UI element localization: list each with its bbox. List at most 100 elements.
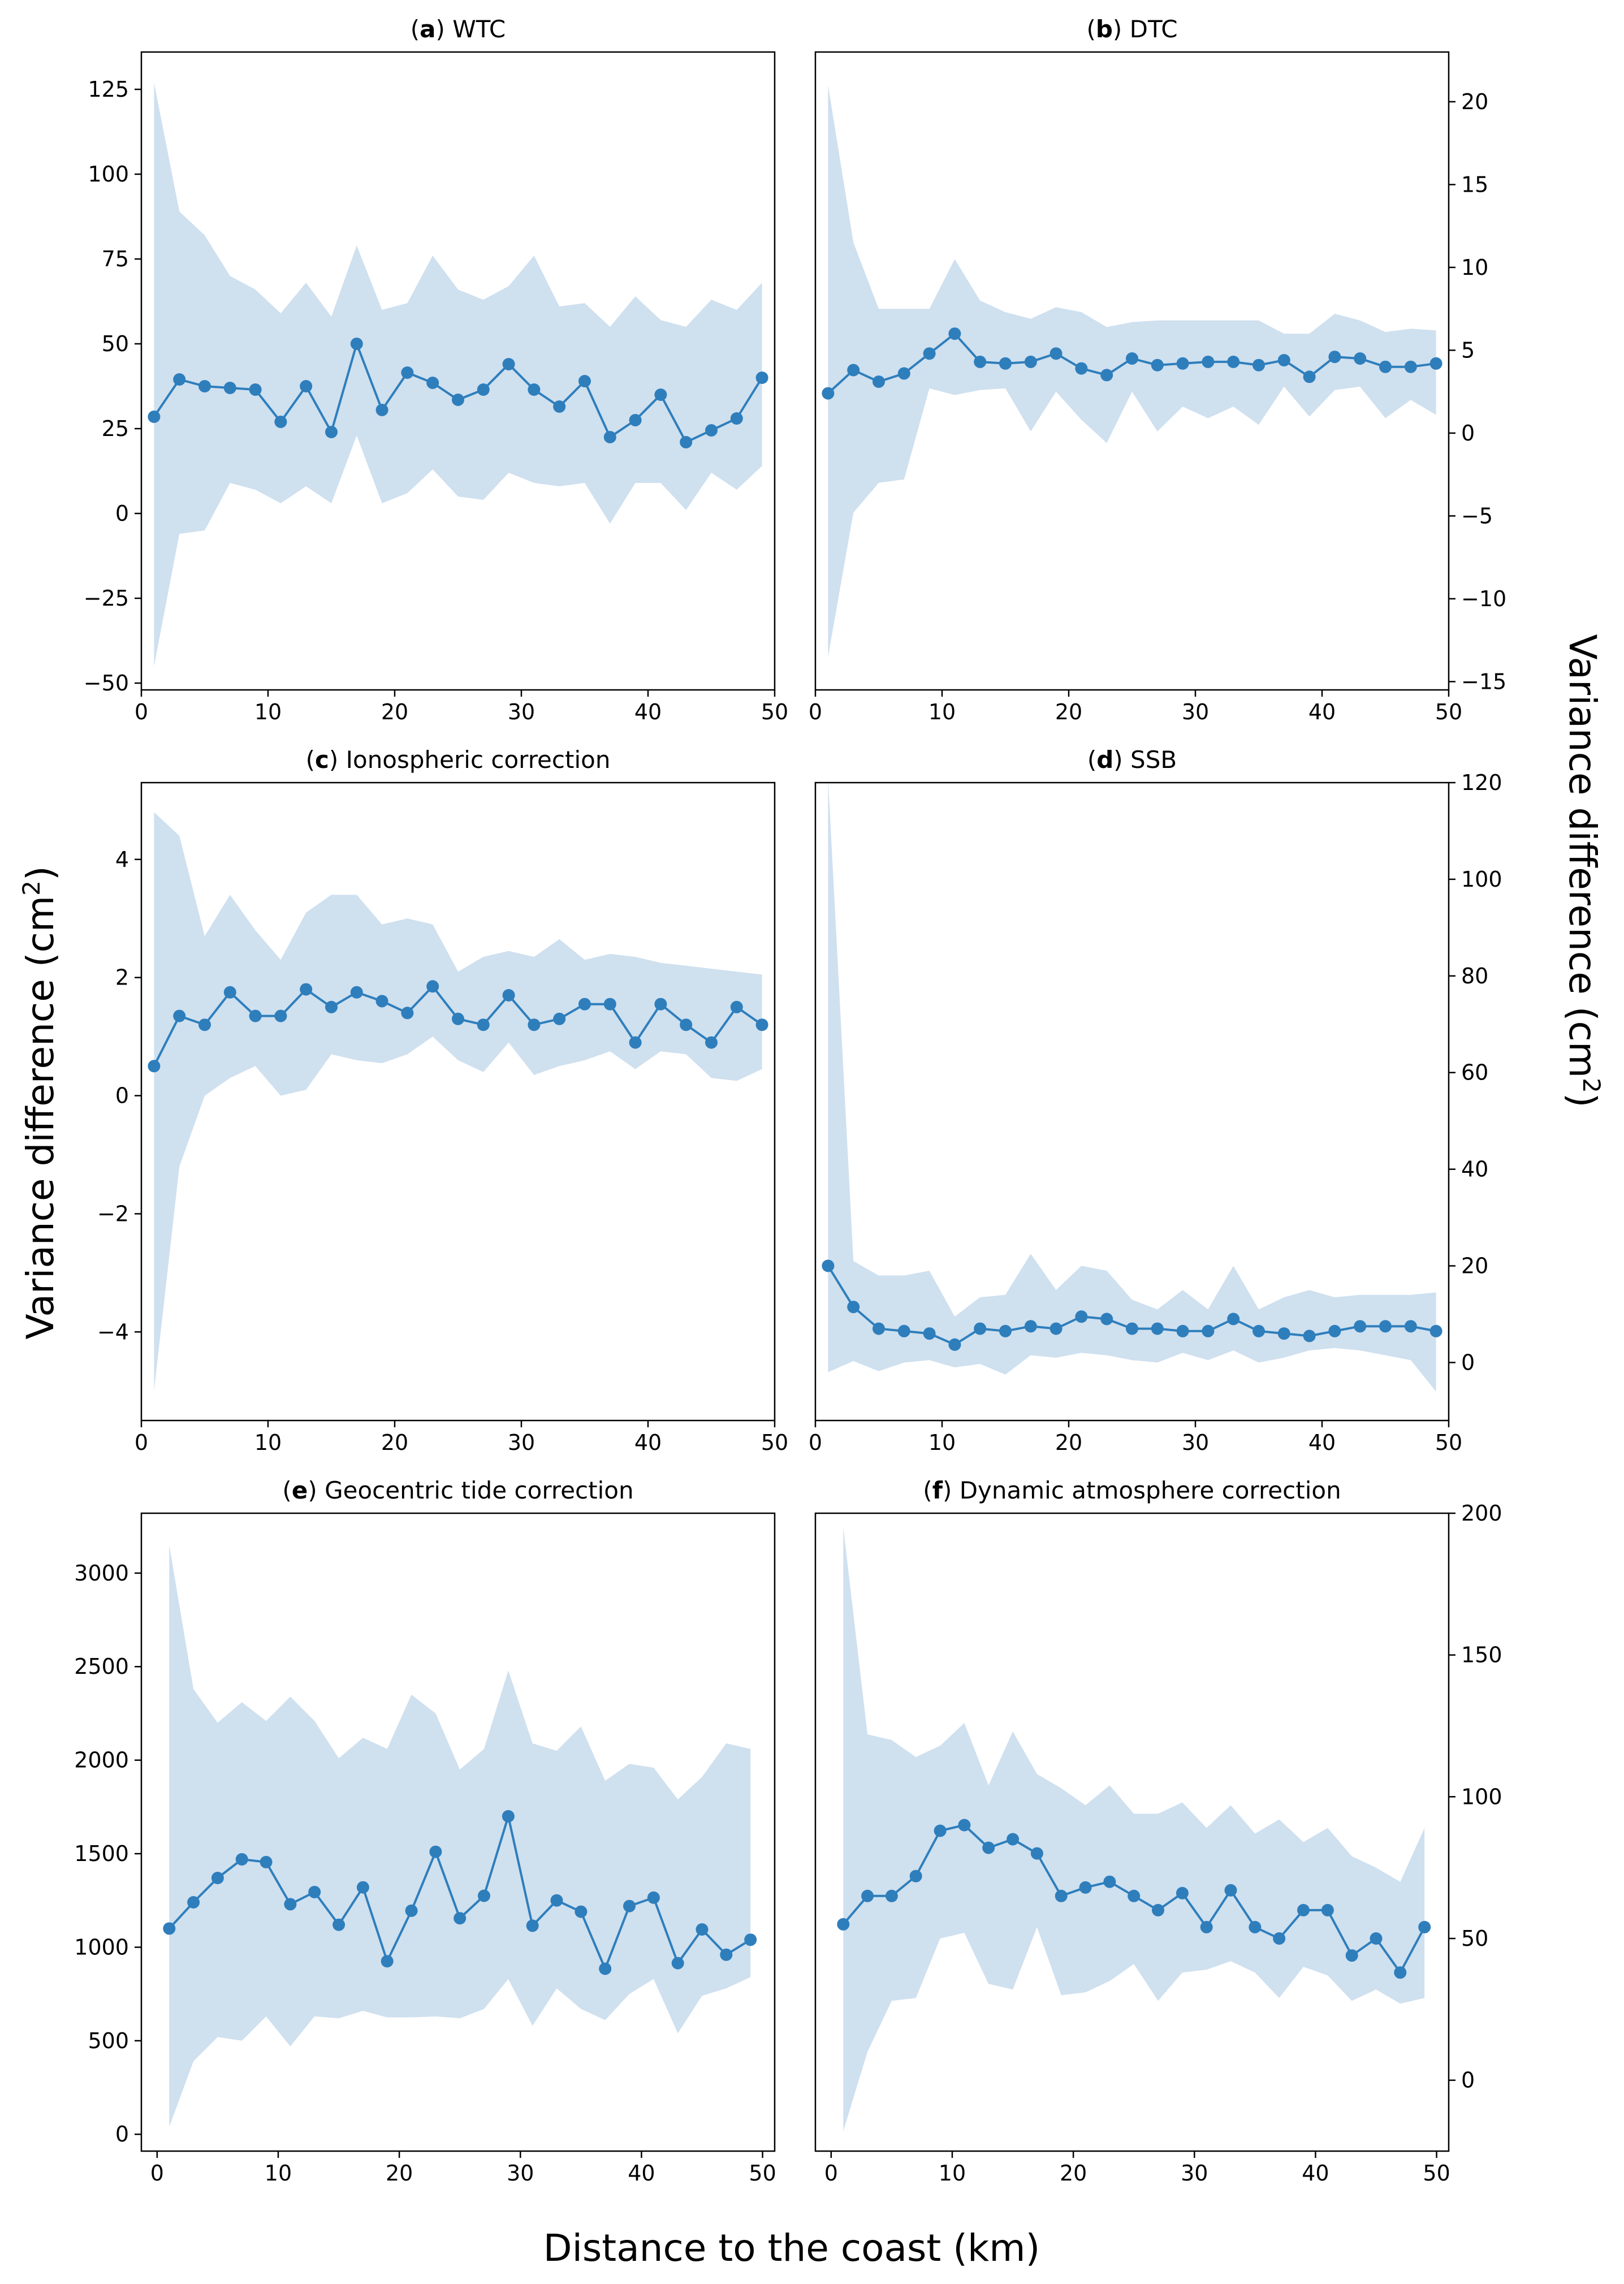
panel-title-open-a: ( <box>411 15 420 43</box>
data-point-e <box>187 1896 200 1909</box>
y-tick-label-e: 2500 <box>74 1654 129 1679</box>
x-tick-label-f: 10 <box>939 2161 966 2186</box>
data-point-f <box>1345 1949 1358 1962</box>
panel-title-close-a: ) <box>435 15 452 43</box>
panel-title-text-c: Ionospheric correction <box>346 746 611 774</box>
x-tick-label-b: 0 <box>809 700 822 724</box>
data-point-f <box>909 1869 922 1883</box>
data-point-c <box>426 980 439 993</box>
data-point-b <box>1354 352 1367 365</box>
y-tick-label-a: 25 <box>102 416 129 441</box>
x-tick-label-f: 30 <box>1181 2161 1208 2186</box>
data-point-e <box>696 1923 709 1936</box>
y-tick-label-f: 200 <box>1461 1501 1502 1526</box>
data-point-d <box>1404 1320 1417 1333</box>
x-tick-label-f: 0 <box>824 2161 838 2186</box>
data-point-a <box>249 383 262 396</box>
data-point-c <box>173 1009 186 1022</box>
panel-title-close-b: ) <box>1113 15 1130 43</box>
data-point-f <box>1297 1903 1310 1916</box>
data-point-f <box>1370 1932 1383 1945</box>
data-point-b <box>1202 355 1215 368</box>
x-tick-label-a: 30 <box>508 700 535 724</box>
data-point-c <box>375 995 388 1008</box>
data-point-d <box>1176 1324 1189 1337</box>
panel-title-close-e: ) <box>308 1476 325 1504</box>
data-point-d <box>1328 1324 1341 1337</box>
data-point-a <box>300 380 313 392</box>
data-point-e <box>478 1889 490 1902</box>
panel-title-letter-e: e <box>292 1476 308 1504</box>
x-tick-label-f: 50 <box>1423 2161 1450 2186</box>
data-point-b <box>1126 352 1138 365</box>
panel-c: 0 10 20 30 40 50 −4 −2 0 2 4 (c) Ionospheric correc… <box>97 746 788 1455</box>
panel-title-close-f: ) <box>943 1476 960 1504</box>
data-point-e <box>744 1933 757 1946</box>
data-point-c <box>705 1036 718 1049</box>
data-point-a <box>528 383 541 396</box>
data-point-c <box>603 998 616 1011</box>
data-point-d <box>1277 1327 1290 1340</box>
data-point-a <box>502 358 515 370</box>
y-tick-label-c: −4 <box>97 1319 129 1344</box>
data-point-b <box>1277 354 1290 366</box>
data-point-e <box>550 1894 563 1907</box>
panel-a: 0 10 20 30 40 50 −50 −25 0 25 50 75 100 125 (a) WTC <box>84 15 788 724</box>
data-point-c <box>198 1018 211 1031</box>
panel-title-text-b: DTC <box>1130 15 1178 43</box>
plot-frame-f <box>814 1512 1450 2152</box>
data-point-a <box>705 424 718 437</box>
data-point-a <box>603 431 616 443</box>
data-point-f <box>958 1819 971 1832</box>
panel-title-open-e: ( <box>282 1476 291 1504</box>
y-tick-label-e: 2000 <box>74 1748 129 1773</box>
data-point-e <box>235 1853 248 1866</box>
plot-frame-c <box>140 782 776 1422</box>
y-tick-label-c: 0 <box>115 1083 129 1108</box>
data-point-c <box>148 1060 161 1073</box>
y-tick-label-f: 150 <box>1461 1643 1502 1668</box>
y-tick-label-d: 100 <box>1461 867 1502 892</box>
data-point-d <box>948 1338 961 1351</box>
data-point-c <box>325 1000 338 1013</box>
data-point-d <box>822 1259 835 1272</box>
data-point-f <box>1418 1920 1431 1933</box>
x-tick-label-d: 40 <box>1308 1430 1336 1455</box>
data-point-b <box>923 347 936 360</box>
x-tick-label-b: 20 <box>1055 700 1082 724</box>
x-tick-label-c: 20 <box>381 1430 408 1455</box>
y-tick-label-c: 4 <box>115 847 129 872</box>
x-tick-label-e: 50 <box>749 2161 776 2186</box>
x-tick-label-d: 10 <box>928 1430 956 1455</box>
panel-title-open-c: ( <box>306 746 315 774</box>
data-point-e <box>405 1904 418 1917</box>
data-point-e <box>211 1872 224 1884</box>
data-point-e <box>332 1918 345 1931</box>
y-tick-label-e: 0 <box>115 2122 129 2147</box>
data-point-c <box>578 998 591 1011</box>
data-point-a <box>755 372 768 384</box>
data-point-e <box>163 1922 176 1935</box>
data-point-b <box>1404 360 1417 373</box>
x-tick-label-d: 20 <box>1055 1430 1082 1455</box>
data-point-c <box>274 1009 287 1022</box>
data-point-c <box>553 1012 566 1025</box>
data-point-a <box>629 414 642 426</box>
y-tick-label-c: −2 <box>97 1201 129 1226</box>
band-d <box>828 778 1436 1392</box>
data-point-a <box>426 377 439 389</box>
y-tick-label-d: 40 <box>1461 1157 1488 1182</box>
y-tick-label-b: −10 <box>1461 586 1506 611</box>
data-point-f <box>1103 1875 1116 1888</box>
band-e <box>169 1545 751 2127</box>
data-point-c <box>730 1000 743 1013</box>
y-tick-label-f: 50 <box>1461 1926 1488 1951</box>
data-point-f <box>1249 1920 1262 1933</box>
data-point-b <box>897 367 910 380</box>
data-point-b <box>948 327 961 340</box>
data-point-a <box>274 416 287 428</box>
y-tick-label-d: 60 <box>1461 1060 1488 1085</box>
data-point-c <box>654 998 667 1011</box>
